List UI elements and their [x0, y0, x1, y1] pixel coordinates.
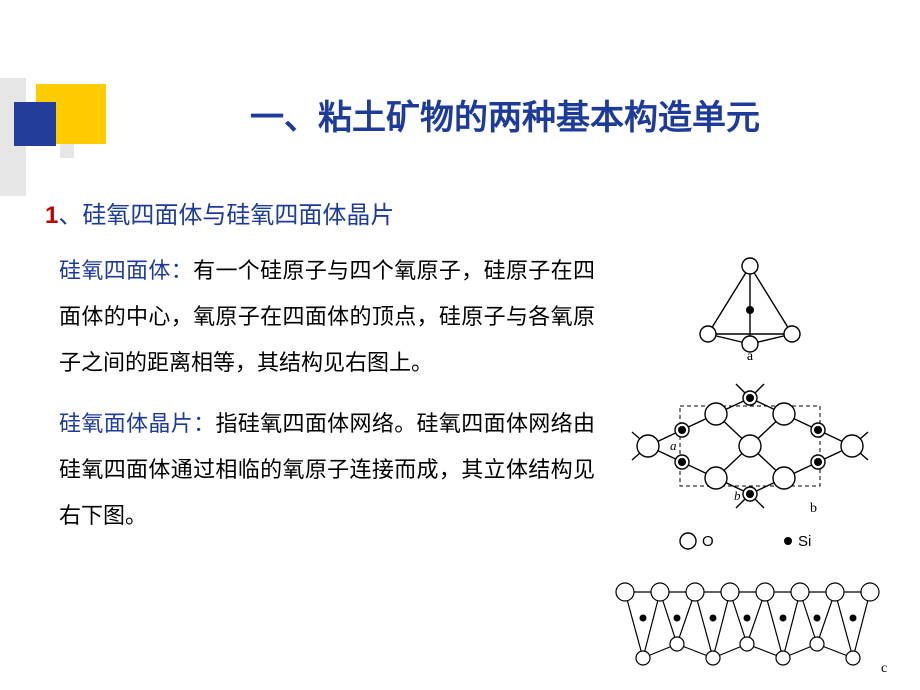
paragraph-1: 硅氧四面体：有一个硅原子与四个氧原子，硅原子在四面体的中心，氧原子在四面体的顶点…	[59, 248, 595, 387]
text-column: 硅氧四面体：有一个硅原子与四个氧原子，硅原子在四面体的中心，氧原子在四面体的顶点…	[45, 248, 595, 676]
diagram-c: c	[605, 566, 895, 676]
svg-text:a: a	[747, 349, 754, 362]
svg-text:Si: Si	[798, 533, 811, 550]
tetrahedron-icon: a	[690, 252, 810, 362]
deco-rect-4	[60, 144, 74, 158]
diagram-column: a a b b O Si c	[605, 248, 895, 676]
slide-title: 一、粘土矿物的两种基本构造单元	[130, 90, 880, 139]
diagram-a: a	[605, 252, 895, 362]
body-row: 硅氧四面体：有一个硅原子与四个氧原子，硅原子在四面体的中心，氧原子在四面体的顶点…	[45, 248, 890, 676]
svg-text:b: b	[734, 488, 741, 503]
svg-text:c: c	[881, 661, 887, 676]
term-2: 硅氧面体晶片：	[59, 411, 215, 436]
section-title: 硅氧四面体与硅氧四面体晶片	[82, 203, 394, 229]
title-area: 一、粘土矿物的两种基本构造单元	[130, 90, 880, 139]
diagram-legend: O Si	[605, 530, 895, 552]
content-area: 1、硅氧四面体与硅氧四面体晶片 硅氧四面体：有一个硅原子与四个氧原子，硅原子在四…	[45, 195, 890, 676]
deco-rect-3	[14, 102, 56, 146]
term-1: 硅氧四面体：	[59, 258, 193, 283]
svg-text:a: a	[670, 438, 677, 453]
svg-text:O: O	[702, 533, 714, 550]
section-number: 1	[45, 202, 58, 229]
legend-icon: O Si	[660, 530, 840, 552]
paragraph-2: 硅氧面体晶片：指硅氧四面体网络。硅氧四面体网络由硅氧四面体通过相临的氧原子连接而…	[59, 401, 595, 540]
sheet-3d-icon: c	[605, 566, 895, 676]
section-heading: 1、硅氧四面体与硅氧四面体晶片	[45, 195, 890, 230]
diagram-b: a b b	[605, 376, 895, 516]
section-sep: 、	[58, 203, 82, 229]
corner-decoration	[0, 0, 120, 200]
sheet-plan-icon: a b b	[620, 376, 880, 516]
svg-text:b: b	[810, 501, 817, 516]
